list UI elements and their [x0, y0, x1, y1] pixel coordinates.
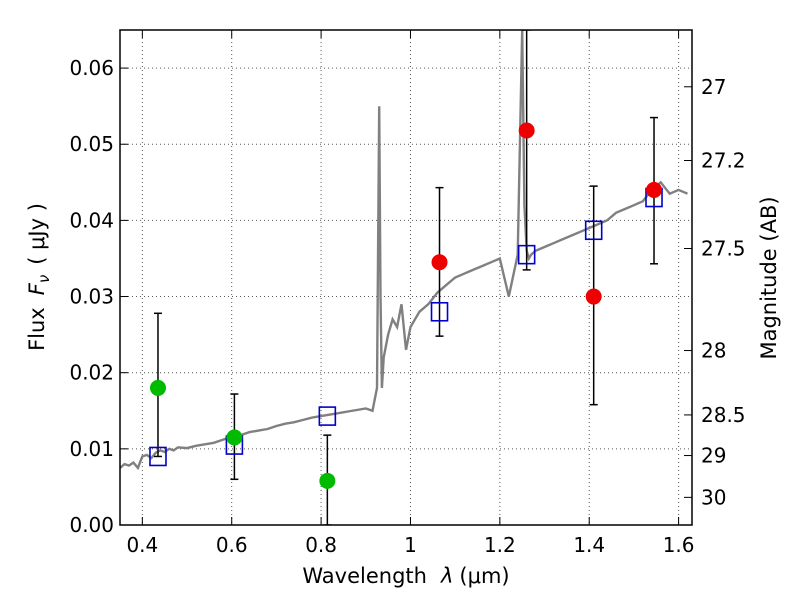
template-spectrum-line	[120, 30, 688, 471]
x-tick-label: 0.8	[305, 533, 337, 557]
model-point	[517, 244, 536, 265]
grid	[120, 30, 692, 526]
model-point	[430, 301, 449, 322]
nir-point	[518, 122, 535, 139]
x-tick-label: 0.4	[126, 533, 158, 557]
y-tick-label: 0.03	[69, 285, 114, 309]
y2-tick-label: 27.2	[701, 149, 746, 173]
y-tick-label: 0.00	[69, 513, 114, 537]
x-tick-label: 1.4	[573, 533, 605, 557]
nir-point	[646, 181, 663, 198]
optical-point	[319, 472, 336, 489]
y2-axis-label: Magnitude (AB)	[757, 196, 781, 359]
errorbar	[522, 30, 531, 271]
optical-point	[226, 429, 243, 446]
x-tick-label: 0.6	[216, 533, 248, 557]
template-spectrum-layer	[120, 30, 688, 471]
plot-frame	[119, 29, 693, 526]
x-tick-label: 1.6	[663, 533, 695, 557]
observed-points-layer	[149, 122, 663, 489]
y-tick-label: 0.06	[69, 56, 114, 80]
y2-tick-label: 28.5	[701, 403, 746, 427]
y-tick-label: 0.01	[69, 437, 114, 461]
nir-point	[431, 254, 448, 271]
optical-point	[149, 379, 166, 396]
x-axis-label: Wavelength λ (μm)	[302, 564, 509, 588]
y-tick-label: 0.02	[69, 361, 114, 385]
model-point	[584, 220, 603, 241]
x-tick-label: 1.2	[484, 533, 516, 557]
nir-point	[585, 288, 602, 305]
model-points-layer	[149, 187, 663, 467]
x-tick-label: 1	[404, 533, 417, 557]
y2-tick-label: 29	[701, 444, 726, 468]
y-tick-label: 0.04	[69, 208, 114, 232]
y-axis-label: FluxFν( μJy )	[25, 203, 53, 351]
ticks-layer: 0.4 0.6 0.8 1 1.2 1.4 1.6 0.00 0.01 0.02 0.03 0.04 0…	[69, 30, 746, 557]
model-point	[149, 446, 167, 467]
y2-tick-label: 27.5	[701, 237, 746, 261]
y2-tick-label: 28	[701, 339, 726, 363]
y-tick-label: 0.05	[69, 132, 114, 156]
model-point	[318, 406, 337, 426]
errorbars-layer	[153, 30, 659, 525]
y2-tick-label: 27	[701, 75, 726, 99]
y2-tick-label: 30	[701, 485, 726, 509]
